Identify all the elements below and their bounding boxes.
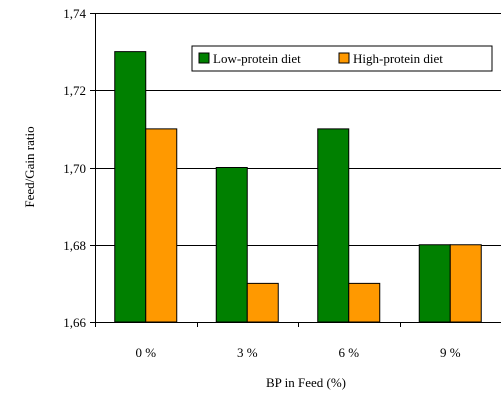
legend-swatch-low-protein <box>198 52 210 64</box>
x-tick-label: 6 % <box>338 345 359 360</box>
x-tick-label: 9 % <box>440 345 461 360</box>
x-axis-title: BP in Feed (%) <box>266 375 346 390</box>
bars <box>114 51 482 323</box>
legend-label-high-protein: High-protein diet <box>353 51 443 66</box>
bar-low-protein-diet-2 <box>317 128 350 323</box>
x-tick-labels: 0 % 3 % 6 % 9 % <box>135 345 460 360</box>
legend-swatch-high-protein <box>338 52 350 64</box>
x-tick-label: 0 % <box>135 345 156 360</box>
y-tick-label: 1,66 <box>63 315 86 330</box>
bar-high-protein-diet-3 <box>449 244 482 323</box>
x-tick-label: 3 % <box>237 345 258 360</box>
y-tick-labels: 1,66 1,68 1,70 1,72 1,74 <box>63 6 86 330</box>
y-tick-label: 1,68 <box>63 238 86 253</box>
bar-high-protein-diet-2 <box>348 282 381 323</box>
y-tick-label: 1,72 <box>63 83 86 98</box>
bar-low-protein-diet-1 <box>215 167 248 323</box>
legend-label-low-protein: Low-protein diet <box>213 51 301 66</box>
bar-high-protein-diet-1 <box>246 282 279 323</box>
bar-high-protein-diet-0 <box>145 128 178 323</box>
bar-low-protein-diet-3 <box>418 244 451 323</box>
axes <box>90 13 501 327</box>
y-axis-title: Feed/Gain ratio <box>22 126 37 207</box>
y-tick-label: 1,74 <box>63 6 86 21</box>
y-tick-label: 1,70 <box>63 161 86 176</box>
legend: Low-protein diet High-protein diet <box>191 45 493 72</box>
bar-low-protein-diet-0 <box>114 51 147 323</box>
